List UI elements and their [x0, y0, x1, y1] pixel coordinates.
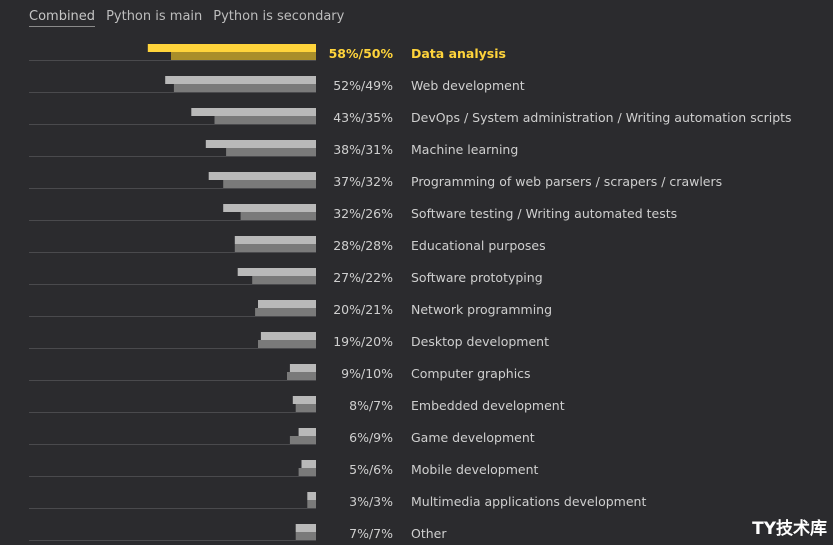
bar-main: [147, 44, 316, 52]
category-label: Web development: [411, 78, 525, 93]
value-label: 6%/9%: [349, 430, 393, 445]
bar-main: [258, 300, 316, 308]
category-label: Educational purposes: [411, 238, 546, 253]
category-label: DevOps / System administration / Writing…: [411, 110, 792, 125]
bar-main: [191, 108, 316, 116]
bar-secondary: [234, 244, 316, 252]
bar-secondary: [240, 212, 316, 220]
category-label: Data analysis: [411, 46, 506, 61]
bar-secondary: [255, 308, 316, 316]
bar-main: [292, 396, 316, 404]
category-label: Embedded development: [411, 398, 565, 413]
bar-main: [289, 364, 316, 372]
category-label: Other: [411, 526, 447, 541]
category-label: Network programming: [411, 302, 552, 317]
tab-python-is-main[interactable]: Python is main: [106, 9, 203, 24]
bar-main: [307, 492, 316, 500]
value-label: 5%/6%: [349, 462, 393, 477]
value-label: 58%/50%: [329, 46, 394, 61]
bar-main: [208, 172, 316, 180]
view-tabs: Combined Python is main Python is second…: [29, 9, 344, 27]
bar-main: [298, 428, 316, 436]
bar-secondary: [252, 276, 316, 284]
bar-secondary: [307, 500, 316, 508]
bar-main: [295, 524, 316, 532]
bar-secondary: [287, 372, 316, 380]
bar-secondary: [173, 84, 316, 92]
value-label: 37%/32%: [333, 174, 393, 189]
bar-main: [234, 236, 316, 244]
bar-secondary: [289, 436, 316, 444]
bar-secondary: [295, 404, 316, 412]
category-label: Software testing / Writing automated tes…: [411, 206, 677, 221]
bar-secondary: [214, 116, 316, 124]
bar-main: [223, 204, 316, 212]
value-label: 38%/31%: [333, 142, 393, 157]
value-label: 3%/3%: [349, 494, 393, 509]
category-label: Game development: [411, 430, 535, 445]
value-label: 52%/49%: [333, 78, 393, 93]
value-label: 9%/10%: [341, 366, 393, 381]
bar-main: [301, 460, 316, 468]
value-label: 7%/7%: [349, 526, 393, 541]
value-label: 43%/35%: [333, 110, 393, 125]
category-label: Machine learning: [411, 142, 518, 157]
category-label: Multimedia applications development: [411, 494, 646, 509]
value-label: 32%/26%: [333, 206, 393, 221]
bar-main: [205, 140, 316, 148]
value-label: 20%/21%: [333, 302, 393, 317]
value-label: 8%/7%: [349, 398, 393, 413]
bar-main: [237, 268, 316, 276]
category-label: Desktop development: [411, 334, 549, 349]
bar-secondary: [223, 180, 316, 188]
category-label: Mobile development: [411, 462, 539, 477]
bar-main: [165, 76, 316, 84]
bar-secondary: [298, 468, 316, 476]
tab-python-is-secondary[interactable]: Python is secondary: [213, 9, 345, 24]
bar-main: [260, 332, 316, 340]
value-label: 27%/22%: [333, 270, 393, 285]
tab-combined[interactable]: Combined: [29, 9, 96, 27]
category-label: Software prototyping: [411, 270, 543, 285]
category-label: Computer graphics: [411, 366, 531, 381]
bar-secondary: [258, 340, 316, 348]
bar-secondary: [226, 148, 316, 156]
bar-secondary: [171, 52, 316, 60]
category-label: Programming of web parsers / scrapers / …: [411, 174, 722, 189]
value-label: 19%/20%: [333, 334, 393, 349]
watermark-logo: TY技术库: [752, 519, 827, 539]
bar-secondary: [295, 532, 316, 540]
value-label: 28%/28%: [333, 238, 393, 253]
